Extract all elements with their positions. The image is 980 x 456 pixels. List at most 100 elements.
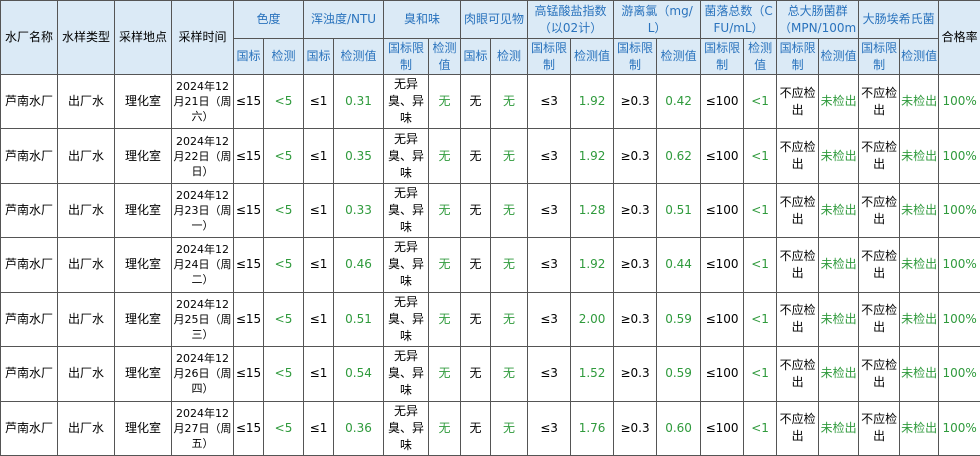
table-cell: 100% <box>938 291 980 348</box>
sub-header: 检测 <box>490 38 529 75</box>
table-cell: 未检出 <box>899 182 940 239</box>
table-cell: 出厂水 <box>57 128 115 184</box>
sub-header: 国标限制 <box>527 38 572 75</box>
sub-header: 检测 <box>262 38 305 75</box>
table-cell: 2024年12月23日（周一） <box>171 182 234 239</box>
header-cell: 采样时间 <box>171 0 234 75</box>
table-cell: 0.62 <box>656 128 702 184</box>
table-cell: <5 <box>262 73 305 130</box>
table-cell: ≤1 <box>303 237 335 293</box>
table-cell: 不应检出 <box>776 237 820 293</box>
sub-header: 检测值 <box>743 38 778 75</box>
table-cell: 理化室 <box>114 346 172 402</box>
group-header: 菌落总数（CFU/mL） <box>700 0 778 39</box>
table-cell: 无 <box>428 400 462 456</box>
sub-header: 国标限制 <box>383 38 430 75</box>
table-cell: ≤1 <box>303 400 335 456</box>
table-cell: <5 <box>262 237 305 293</box>
table-cell: 未检出 <box>818 128 860 184</box>
table-cell: 理化室 <box>114 128 172 184</box>
table-cell: 100% <box>938 182 980 239</box>
table-cell: 不应检出 <box>776 291 820 348</box>
table-cell: 无 <box>490 182 529 239</box>
table-cell: ≤100 <box>700 346 745 402</box>
table-cell: 0.46 <box>333 237 385 293</box>
table-cell: 2024年12月21日（周六） <box>171 73 234 130</box>
table-cell: 无 <box>460 400 492 456</box>
table-cell: 无 <box>490 237 529 293</box>
table-cell: 无 <box>460 182 492 239</box>
table-cell: 未检出 <box>818 291 860 348</box>
data-row: 芦南水厂 出厂水 理化室 2024年12月27日（周五） ≤15 <5 ≤1 0.36 无异臭、… <box>0 400 980 456</box>
table-cell: 0.59 <box>656 291 702 348</box>
table-cell: 2.00 <box>570 291 615 348</box>
table-cell: ≤15 <box>233 291 264 348</box>
table-cell: 未检出 <box>899 346 940 402</box>
table-cell: 2024年12月22日（周日） <box>171 128 234 184</box>
sub-header: 国标 <box>460 38 492 75</box>
table-cell: 出厂水 <box>57 73 115 130</box>
table-cell: 不应检出 <box>858 237 901 293</box>
table-cell: 0.51 <box>656 182 702 239</box>
table-cell: 100% <box>938 237 980 293</box>
table-cell: 无 <box>428 73 462 130</box>
table-cell: ≤3 <box>527 237 572 293</box>
data-row: 芦南水厂 出厂水 理化室 2024年12月24日（周二） ≤15 <5 ≤1 0.46 无异臭、… <box>0 237 980 293</box>
table-cell: ≤1 <box>303 128 335 184</box>
table-cell: ≤15 <box>233 128 264 184</box>
table-cell: 出厂水 <box>57 291 115 348</box>
table-cell: 1.92 <box>570 73 615 130</box>
table-cell: <5 <box>262 400 305 456</box>
table-cell: 未检出 <box>818 400 860 456</box>
table-cell: ≥0.3 <box>613 73 658 130</box>
table-cell: 不应检出 <box>776 346 820 402</box>
table-cell: 0.44 <box>656 237 702 293</box>
table-cell: 无 <box>460 237 492 293</box>
header-cell: 合格率 <box>938 0 980 75</box>
table-cell: 不应检出 <box>858 182 901 239</box>
table-cell: 不应检出 <box>776 182 820 239</box>
group-header: 浑浊度/NTU <box>303 0 385 39</box>
table-cell: 理化室 <box>114 237 172 293</box>
table-cell: 未检出 <box>818 237 860 293</box>
data-row: 芦南水厂 出厂水 理化室 2024年12月25日（周三） ≤15 <5 ≤1 0.51 无异臭、… <box>0 291 980 348</box>
table-cell: 无 <box>460 291 492 348</box>
sub-header: 国标限制 <box>858 38 901 75</box>
table-cell: 未检出 <box>818 346 860 402</box>
table-cell: 100% <box>938 400 980 456</box>
header-cell: 水厂名称 <box>0 0 58 75</box>
table-cell: 100% <box>938 128 980 184</box>
table-cell: 0.60 <box>656 400 702 456</box>
table-cell: ≤1 <box>303 291 335 348</box>
table-cell: <1 <box>743 346 778 402</box>
table-cell: 无 <box>460 346 492 402</box>
table-cell: ≤3 <box>527 400 572 456</box>
table-cell: 无 <box>428 237 462 293</box>
table-cell: <1 <box>743 237 778 293</box>
table-cell: 无异臭、异味 <box>383 400 430 456</box>
table-cell: ≤1 <box>303 182 335 239</box>
table-cell: 芦南水厂 <box>0 73 58 130</box>
data-row: 芦南水厂 出厂水 理化室 2024年12月23日（周一） ≤15 <5 ≤1 0.33 无异臭、… <box>0 182 980 239</box>
table-cell: 2024年12月27日（周五） <box>171 400 234 456</box>
table-cell: 0.51 <box>333 291 385 348</box>
table-cell: 无 <box>490 400 529 456</box>
table-cell: 无 <box>428 346 462 402</box>
table-cell: ≥0.3 <box>613 346 658 402</box>
table-cell: ≤3 <box>527 182 572 239</box>
table-cell: 1.52 <box>570 346 615 402</box>
table-cell: 理化室 <box>114 291 172 348</box>
table-cell: 出厂水 <box>57 346 115 402</box>
table-cell: <5 <box>262 128 305 184</box>
group-header: 总大肠菌群（MPN/100m <box>776 0 860 39</box>
table-cell: 未检出 <box>899 400 940 456</box>
sub-header: 国标限制 <box>700 38 745 75</box>
table-cell: <1 <box>743 400 778 456</box>
table-cell: ≤15 <box>233 237 264 293</box>
sub-header: 检测值 <box>899 38 940 75</box>
table-cell: 理化室 <box>114 400 172 456</box>
group-header: 臭和味 <box>383 0 462 39</box>
table-cell: 芦南水厂 <box>0 400 58 456</box>
table-cell: 无 <box>490 73 529 130</box>
table-cell: <1 <box>743 182 778 239</box>
